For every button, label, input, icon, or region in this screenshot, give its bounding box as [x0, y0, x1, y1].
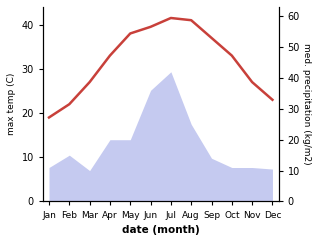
Y-axis label: max temp (C): max temp (C): [7, 73, 16, 135]
X-axis label: date (month): date (month): [122, 225, 200, 235]
Y-axis label: med. precipitation (kg/m2): med. precipitation (kg/m2): [302, 43, 311, 165]
